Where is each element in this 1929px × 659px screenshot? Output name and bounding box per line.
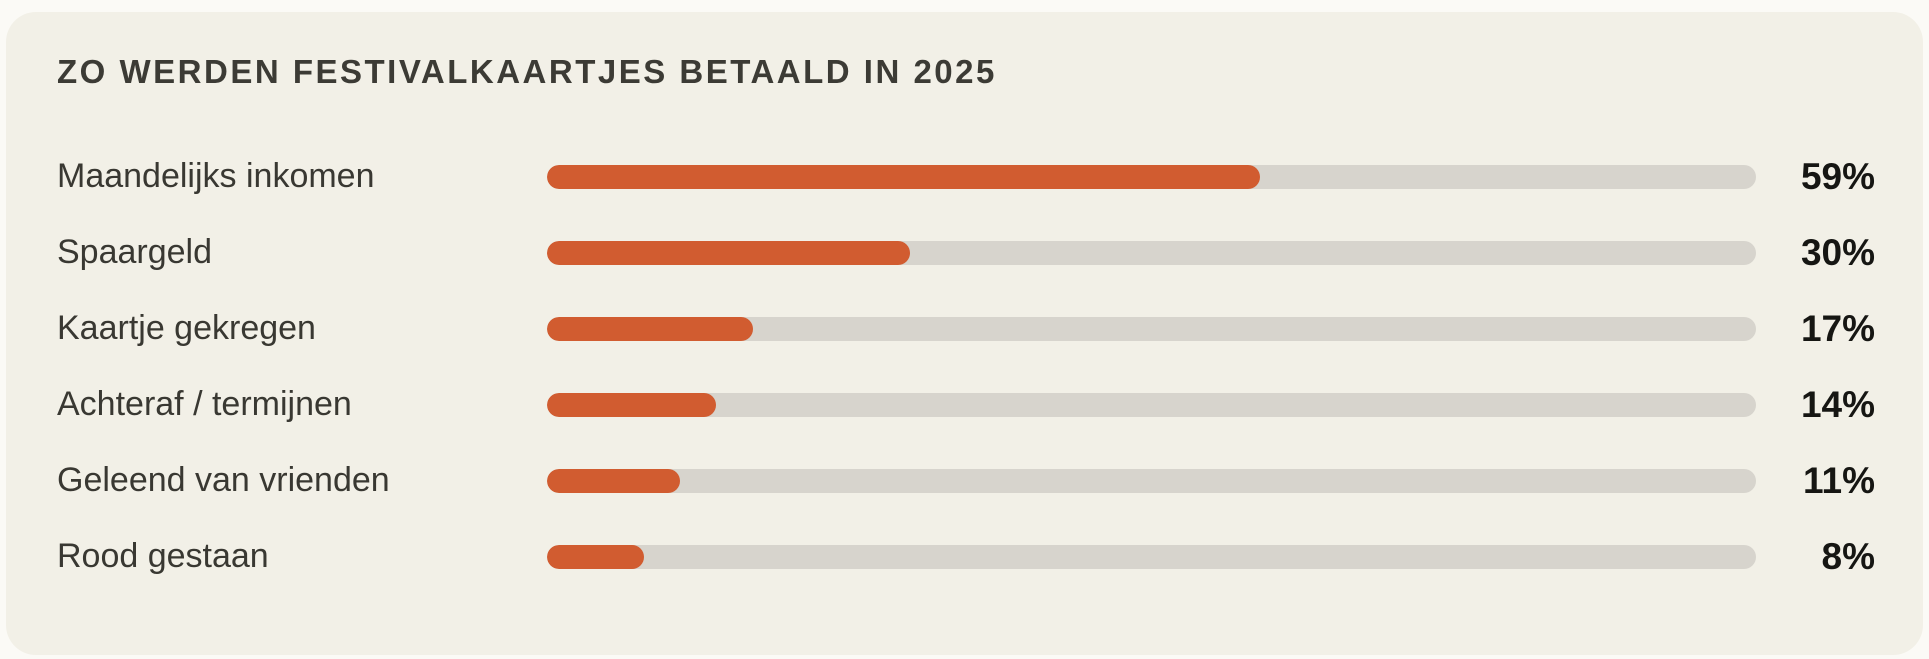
category-label: Maandelijks inkomen [57, 157, 375, 196]
bar-fill [547, 241, 910, 265]
value-label: 17% [1800, 308, 1875, 349]
bar-row: Geleend van vrienden 11% [57, 443, 1875, 519]
bar-fill [547, 393, 717, 417]
bar-row: Rood gestaan 8% [57, 519, 1875, 595]
category-label: Kaartje gekregen [57, 309, 316, 348]
value-label: 30% [1800, 232, 1875, 273]
category-label: Rood gestaan [57, 537, 269, 576]
bar-track [547, 393, 1756, 417]
bar-track [547, 545, 1756, 569]
bar-row: Achteraf / termijnen 14% [57, 367, 1875, 443]
bar-track [547, 317, 1756, 341]
value-label: 59% [1800, 156, 1875, 197]
bar-fill [547, 165, 1261, 189]
bar-row: Maandelijks inkomen 59% [57, 139, 1875, 215]
value-label: 11% [1802, 460, 1875, 501]
bar-row: Kaartje gekregen 17% [57, 291, 1875, 367]
value-label: 14% [1800, 384, 1875, 425]
bar-fill [547, 317, 753, 341]
bar-fill [547, 469, 680, 493]
bar-chart: Maandelijks inkomen 59% Spaargeld 30% Ka… [57, 139, 1875, 595]
category-label: Achteraf / termijnen [57, 385, 352, 424]
category-label: Geleend van vrienden [57, 461, 390, 500]
chart-title: ZO WERDEN FESTIVALKAARTJES BETAALD IN 20… [57, 53, 997, 90]
bar-track [547, 165, 1756, 189]
bar-track [547, 241, 1756, 265]
bar-track [547, 469, 1756, 493]
value-label: 8% [1821, 536, 1875, 577]
bar-row: Spaargeld 30% [57, 215, 1875, 291]
bar-fill [547, 545, 644, 569]
category-label: Spaargeld [57, 233, 213, 272]
chart-card: ZO WERDEN FESTIVALKAARTJES BETAALD IN 20… [6, 12, 1923, 655]
